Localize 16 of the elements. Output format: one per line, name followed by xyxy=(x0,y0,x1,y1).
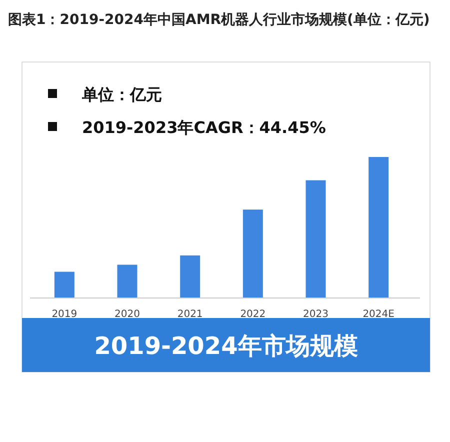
text: 2019-2023年CAGR：44.45% xyxy=(82,118,326,137)
bar xyxy=(117,264,138,298)
chart-title: 图表1：2019-2024年中国AMR机器人行业市场规模(单位：亿元) xyxy=(8,11,430,28)
x-tick-label: 2023 xyxy=(303,309,328,320)
x-tick-label: 2019 xyxy=(52,309,78,320)
text: 2019-2024年市场规模 xyxy=(94,332,358,360)
x-tick-label: 2022 xyxy=(240,309,266,320)
bar xyxy=(368,157,389,298)
x-tick-label: 2021 xyxy=(177,309,203,320)
text: 单位：亿元 xyxy=(81,85,162,104)
x-tick-label: 2024E xyxy=(362,309,394,320)
bar xyxy=(54,272,74,298)
bar xyxy=(180,255,200,298)
x-tick-label: 2020 xyxy=(114,309,140,320)
bar xyxy=(306,180,326,298)
bar xyxy=(242,210,263,298)
